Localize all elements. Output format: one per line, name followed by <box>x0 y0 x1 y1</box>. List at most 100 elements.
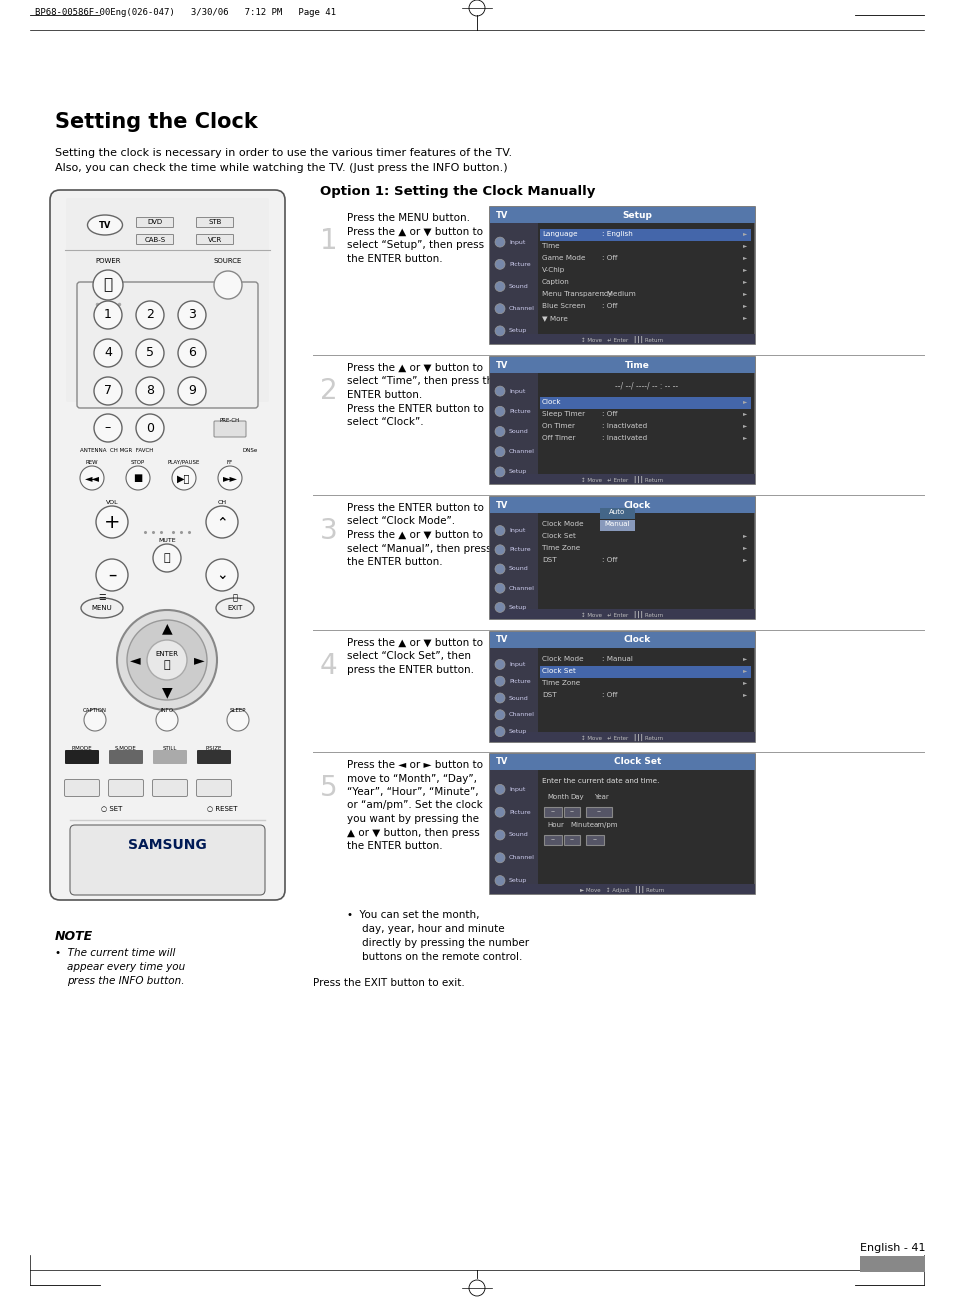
Bar <box>490 883 754 894</box>
Text: ►: ► <box>742 669 746 674</box>
Text: 2: 2 <box>319 377 337 405</box>
Bar <box>490 222 537 343</box>
Text: Input: Input <box>509 662 525 667</box>
Text: ▲ or ▼ button, then press: ▲ or ▼ button, then press <box>347 827 479 838</box>
Text: ▼: ▼ <box>161 686 172 699</box>
Text: buttons on the remote control.: buttons on the remote control. <box>361 952 522 961</box>
Text: FF: FF <box>227 459 233 464</box>
Circle shape <box>495 386 504 396</box>
Text: 3: 3 <box>319 516 337 545</box>
Text: ►: ► <box>742 558 746 562</box>
Circle shape <box>495 677 504 686</box>
Text: Clock Mode: Clock Mode <box>541 656 583 662</box>
Text: ► Move   ↕ Adjust   ┃┃┃ Return: ► Move ↕ Adjust ┃┃┃ Return <box>579 886 664 892</box>
Circle shape <box>495 526 504 536</box>
Text: STOP: STOP <box>131 459 145 464</box>
Circle shape <box>147 640 187 680</box>
Circle shape <box>156 709 178 731</box>
Text: TV: TV <box>496 501 508 510</box>
Text: ↕ Move   ↵ Enter   ┃┃┃ Return: ↕ Move ↵ Enter ┃┃┃ Return <box>580 475 663 483</box>
Text: “Year”, “Hour”, “Minute”,: “Year”, “Hour”, “Minute”, <box>347 787 478 798</box>
Circle shape <box>136 301 164 329</box>
Text: –: – <box>108 566 116 584</box>
Text: P.MODE: P.MODE <box>71 745 92 751</box>
FancyBboxPatch shape <box>65 779 99 796</box>
Text: PLAY/PAUSE: PLAY/PAUSE <box>168 459 200 464</box>
Bar <box>563 835 579 846</box>
Text: Hour: Hour <box>546 822 563 827</box>
Text: 1: 1 <box>104 308 112 321</box>
Text: EXIT: EXIT <box>227 605 242 611</box>
Text: PRE-CH: PRE-CH <box>219 419 240 424</box>
Text: Setup: Setup <box>509 328 527 333</box>
Text: press the INFO button.: press the INFO button. <box>67 976 184 986</box>
Text: Picture: Picture <box>509 262 530 267</box>
Text: 1: 1 <box>319 226 337 255</box>
Bar <box>490 513 537 619</box>
Text: 0: 0 <box>146 422 153 435</box>
Text: Setup: Setup <box>509 605 527 610</box>
Circle shape <box>178 377 206 405</box>
Circle shape <box>96 506 128 539</box>
Text: ◄: ◄ <box>130 653 140 667</box>
Text: Press the MENU button.: Press the MENU button. <box>347 213 470 222</box>
Text: BP68-00586F-00Eng(026-047)   3/30/06   7:12 PM   Page 41: BP68-00586F-00Eng(026-047) 3/30/06 7:12 … <box>35 8 335 17</box>
Text: STB: STB <box>208 220 221 225</box>
Circle shape <box>172 466 195 490</box>
Text: Clock: Clock <box>623 635 651 644</box>
Text: Channel: Channel <box>509 449 535 454</box>
FancyBboxPatch shape <box>136 234 173 245</box>
Text: : Off: : Off <box>601 303 617 310</box>
Text: English - 41: English - 41 <box>859 1242 924 1253</box>
Circle shape <box>495 710 504 719</box>
Circle shape <box>94 301 122 329</box>
Text: Time: Time <box>541 243 559 248</box>
Text: ⏻: ⏻ <box>103 277 112 293</box>
Bar <box>490 770 537 894</box>
Text: ↕ Move   ↵ Enter   ┃┃┃ Return: ↕ Move ↵ Enter ┃┃┃ Return <box>580 336 663 342</box>
Text: or “am/pm”. Set the clock: or “am/pm”. Set the clock <box>347 800 482 811</box>
FancyBboxPatch shape <box>77 282 257 409</box>
Circle shape <box>495 565 504 574</box>
Text: –: – <box>105 422 111 435</box>
Text: ►: ► <box>742 533 746 539</box>
Text: ⌄: ⌄ <box>216 569 228 582</box>
Text: directly by pressing the number: directly by pressing the number <box>361 938 529 948</box>
FancyBboxPatch shape <box>490 207 754 343</box>
Circle shape <box>495 259 504 269</box>
Circle shape <box>495 693 504 703</box>
Circle shape <box>495 446 504 457</box>
Text: Game Mode: Game Mode <box>541 255 585 262</box>
Text: Sound: Sound <box>509 696 528 700</box>
FancyBboxPatch shape <box>490 356 754 484</box>
Bar <box>490 474 754 484</box>
Circle shape <box>178 340 206 367</box>
Bar <box>490 732 754 742</box>
Text: Press the ◄ or ► button to: Press the ◄ or ► button to <box>347 760 482 770</box>
Text: Press the ▲ or ▼ button to: Press the ▲ or ▼ button to <box>347 637 482 648</box>
Bar <box>543 807 561 817</box>
Text: Time Zone: Time Zone <box>541 545 579 552</box>
Text: Auto: Auto <box>608 509 624 515</box>
Text: STILL: STILL <box>163 745 177 751</box>
Circle shape <box>94 414 122 442</box>
Circle shape <box>495 406 504 416</box>
Text: select “Clock”.: select “Clock”. <box>347 418 423 427</box>
Text: Setting the clock is necessary in order to use the various timer features of the: Setting the clock is necessary in order … <box>55 148 512 157</box>
Text: Time Zone: Time Zone <box>541 680 579 686</box>
Text: ►: ► <box>742 657 746 661</box>
Circle shape <box>96 559 128 591</box>
Text: 4: 4 <box>104 346 112 359</box>
FancyBboxPatch shape <box>65 749 99 764</box>
Text: ►: ► <box>742 680 746 686</box>
Text: Setup: Setup <box>509 878 527 883</box>
Circle shape <box>178 301 206 329</box>
Circle shape <box>92 271 123 301</box>
Text: TV: TV <box>496 635 508 644</box>
Text: DST: DST <box>541 557 556 563</box>
Text: 5: 5 <box>319 774 337 801</box>
FancyBboxPatch shape <box>490 632 754 742</box>
Text: Language: Language <box>541 232 577 237</box>
Text: ⏮: ⏮ <box>233 593 237 602</box>
Circle shape <box>495 583 504 593</box>
